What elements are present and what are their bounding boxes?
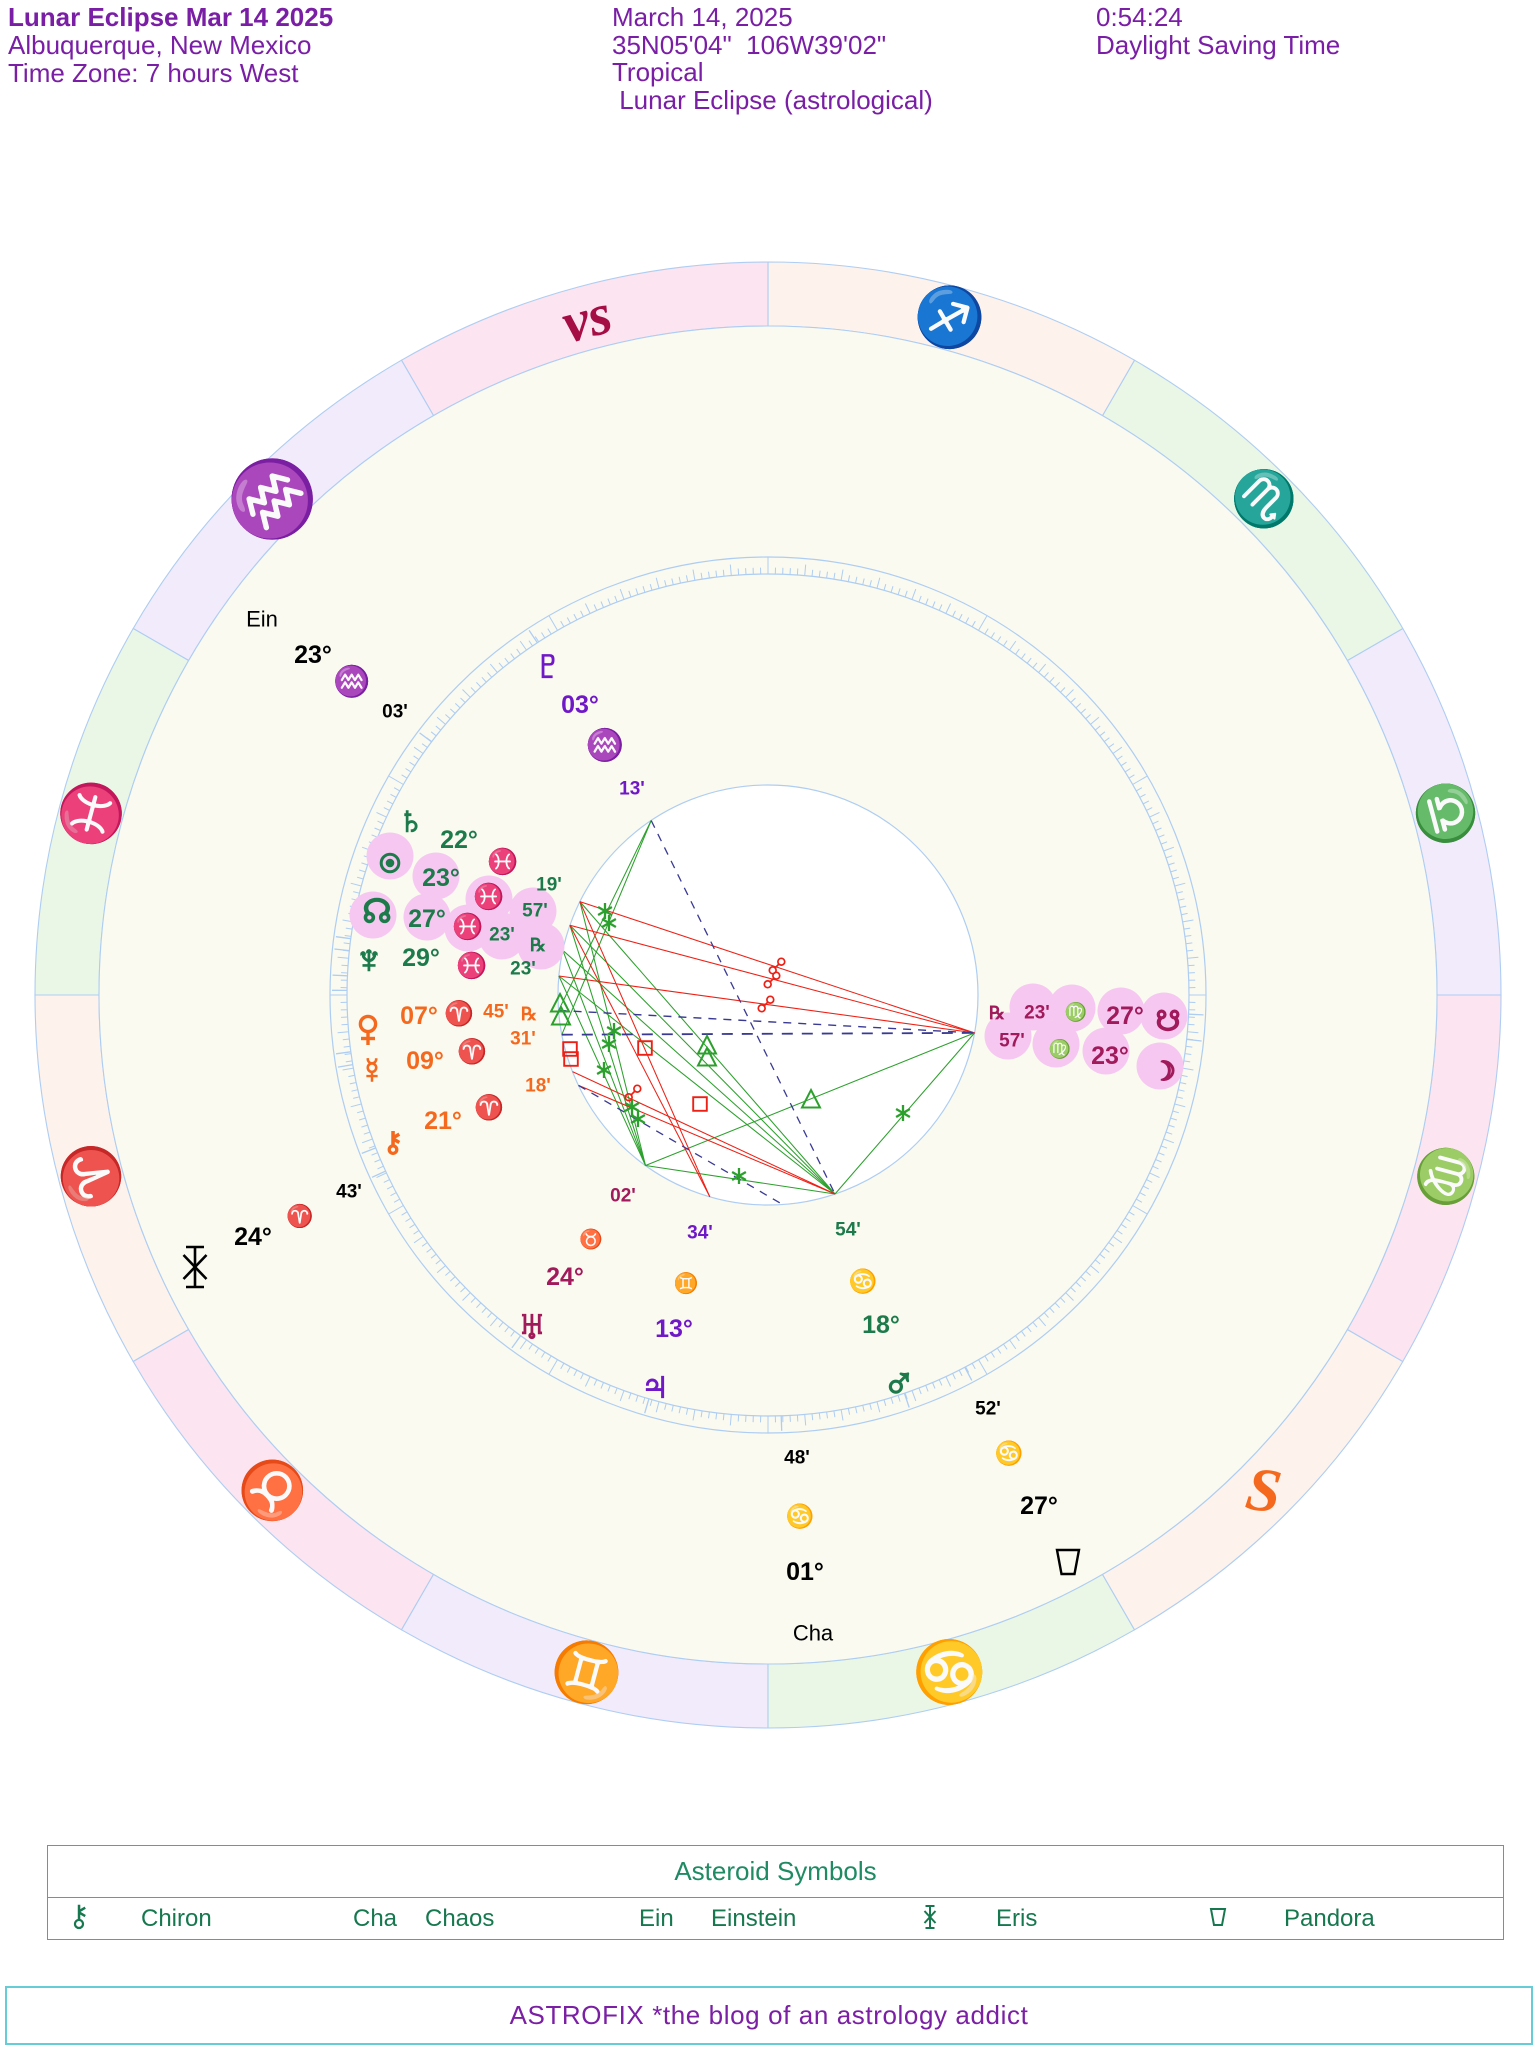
svg-text:℞: ℞ [989, 1003, 1005, 1023]
svg-text:☋: ☋ [1156, 1006, 1181, 1037]
svg-text:♓: ♓ [452, 912, 483, 941]
svg-text:23': 23' [1024, 1003, 1050, 1024]
svg-text:22°: 22° [440, 826, 478, 854]
svg-text:24°: 24° [546, 1263, 584, 1291]
svg-text:54': 54' [835, 1220, 861, 1241]
svg-text:♈: ♈ [444, 1000, 474, 1028]
svg-text:23°: 23° [422, 864, 460, 892]
svg-text:☽: ☽ [1152, 1056, 1175, 1086]
svg-text:♈: ♈ [457, 1038, 487, 1066]
svg-text:31': 31' [510, 1029, 536, 1050]
svg-text:♓: ♓ [487, 847, 518, 876]
svg-text:♋: ♋ [786, 1503, 815, 1530]
svg-text:21°: 21° [424, 1107, 462, 1135]
svg-text:27°: 27° [408, 905, 446, 933]
svg-text:Cha: Cha [793, 1621, 834, 1646]
svg-text:♄: ♄ [397, 800, 426, 842]
svg-text:13°: 13° [655, 1315, 693, 1343]
svg-text:01°: 01° [786, 1558, 824, 1586]
svg-text:07°: 07° [400, 1002, 438, 1030]
svg-text:♈: ♈ [286, 1204, 313, 1229]
svg-text:27°: 27° [1106, 1002, 1144, 1030]
svg-text:♆: ♆ [354, 936, 385, 982]
svg-text:☊: ☊ [362, 893, 391, 930]
svg-text:℞: ℞ [521, 1004, 537, 1024]
svg-text:03°: 03° [561, 691, 599, 719]
svg-text:52': 52' [975, 1399, 1001, 1420]
svg-text:♋: ♋ [849, 1268, 878, 1295]
svg-text:♈: ♈ [474, 1094, 504, 1122]
svg-text:♍: ♍ [1049, 1038, 1071, 1059]
svg-text:Ein: Ein [246, 607, 278, 632]
svg-text:13': 13' [619, 779, 645, 800]
svg-text:24°: 24° [234, 1223, 272, 1251]
svg-text:18°: 18° [862, 1311, 900, 1339]
svg-text:18': 18' [525, 1076, 551, 1097]
svg-text:57': 57' [999, 1031, 1025, 1052]
svg-text:♍: ♍ [1065, 1001, 1087, 1022]
svg-text:43': 43' [336, 1182, 362, 1203]
svg-text:34': 34' [687, 1223, 713, 1244]
svg-text:57': 57' [522, 901, 548, 922]
svg-text:♓: ♓ [456, 951, 487, 980]
svg-text:♃: ♃ [640, 1364, 670, 1408]
svg-text:23': 23' [489, 925, 515, 946]
svg-text:19': 19' [536, 875, 562, 896]
svg-text:45': 45' [483, 1002, 509, 1023]
svg-text:♒: ♒ [333, 664, 370, 699]
svg-text:23': 23' [510, 959, 536, 980]
svg-text:03': 03' [382, 702, 408, 723]
svg-text:♇: ♇ [532, 641, 564, 689]
svg-text:23°: 23° [1091, 1042, 1129, 1070]
svg-text:29°: 29° [402, 944, 440, 972]
svg-text:♉: ♉ [579, 1228, 603, 1251]
svg-text:⚷: ⚷ [383, 1127, 404, 1158]
svg-text:27°: 27° [1020, 1492, 1058, 1520]
svg-text:♂: ♂ [882, 1358, 916, 1409]
svg-text:02': 02' [610, 1186, 636, 1207]
svg-text:♅: ♅ [517, 1302, 548, 1348]
svg-text:♋: ♋ [995, 1440, 1024, 1467]
svg-text:℞: ℞ [530, 935, 546, 955]
svg-text:23°: 23° [294, 641, 332, 669]
svg-text:♓: ♓ [473, 882, 504, 911]
svg-text:♒: ♒ [586, 727, 625, 763]
svg-text:48': 48' [784, 1448, 810, 1469]
svg-text:☿: ☿ [359, 1052, 385, 1091]
svg-text:09°: 09° [406, 1047, 444, 1075]
svg-text:♊: ♊ [674, 1271, 699, 1295]
